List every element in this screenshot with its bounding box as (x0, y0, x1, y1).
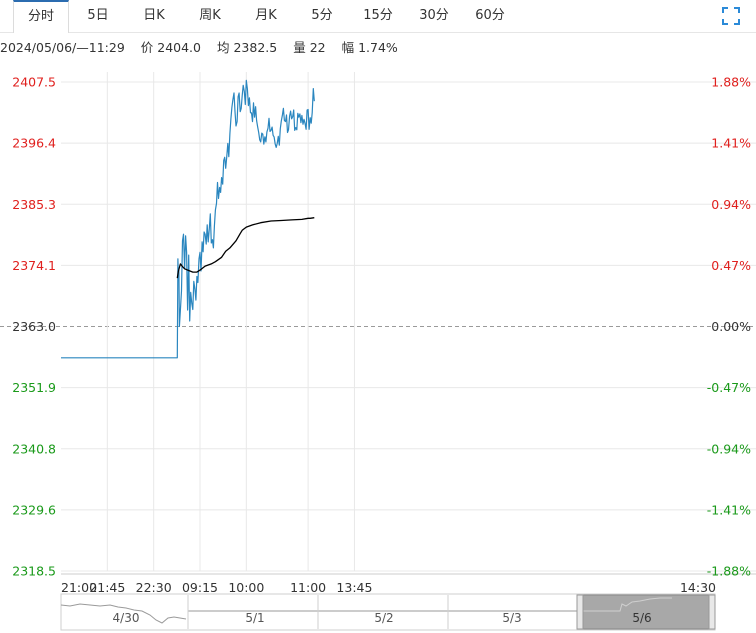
price-axis: 2407.5 2396.4 2385.3 2374.1 2363.0 2351.9 2340… (12, 75, 56, 579)
price-line (61, 79, 315, 359)
period-tabs: 分时 5日 日K 周K 月K 5分 15分 30分 60分 (0, 0, 756, 33)
navigator-handle-right (708, 594, 716, 630)
price-tick-label: 2407.5 (12, 75, 56, 90)
tab-60min[interactable]: 60分 (475, 8, 505, 23)
percent-tick-label: -1.41% (707, 502, 751, 517)
navigator-selection-line (583, 597, 672, 612)
info-change-label: 幅 (341, 40, 355, 55)
percent-tick-label: 1.88% (711, 75, 751, 90)
price-tick-label: 2351.9 (12, 380, 56, 395)
info-price-label: 价 (140, 40, 154, 55)
price-tick-label: 2374.1 (12, 258, 56, 273)
tab-30min[interactable]: 30分 (419, 8, 449, 23)
navigator-date-0: 4/30 (113, 611, 140, 625)
percent-tick-label: 0.47% (711, 258, 751, 273)
tab-intraday[interactable]: 分时 (13, 0, 69, 33)
price-tick-label: 2363.0 (12, 319, 56, 334)
navigator-handle-left (576, 594, 584, 630)
percent-tick-label: -1.88% (707, 564, 751, 579)
chart-series (61, 79, 315, 359)
price-tick-label: 2340.8 (12, 441, 56, 456)
average-price-line (176, 217, 315, 279)
navigator-date-2: 5/2 (374, 611, 393, 625)
price-tick-label: 2396.4 (12, 136, 56, 151)
percent-axis: 1.88% 1.41% 0.94% 0.47% 0.00% -0.47% -0.94% -1.… (707, 75, 751, 579)
chart-grid (0, 72, 756, 575)
percent-tick-label: -0.47% (707, 380, 751, 395)
range-navigator[interactable]: 4/30 5/1 5/2 5/3 5/6 (0, 593, 756, 633)
tab-5min[interactable]: 5分 (311, 8, 333, 23)
price-tick-label: 2318.5 (12, 564, 56, 579)
navigator-date-4: 5/6 (632, 611, 651, 625)
info-avg: 2382.5 (233, 40, 278, 55)
navigator-date-1: 5/1 (245, 611, 264, 625)
info-avg-label: 均 (216, 40, 230, 55)
tab-15min[interactable]: 15分 (363, 8, 393, 23)
tab-daily-k[interactable]: 日K (143, 8, 165, 23)
percent-tick-label: 1.41% (711, 136, 751, 151)
info-price: 2404.0 (157, 40, 201, 55)
percent-tick-label: -0.94% (707, 441, 751, 456)
info-change: 1.74% (358, 40, 398, 55)
navigator-history-line (60, 603, 187, 624)
percent-tick-label: 0.00% (711, 319, 751, 334)
tab-weekly-k[interactable]: 周K (199, 8, 221, 23)
info-volume-label: 量 (293, 40, 306, 55)
tab-monthly-k[interactable]: 月K (255, 8, 277, 23)
info-volume: 22 (309, 40, 326, 55)
price-tick-label: 2329.6 (12, 502, 56, 517)
quote-info-bar: 2024/05/06/—11:29 价 2404.0 均 2382.5 量 22… (0, 36, 398, 60)
navigator-date-3: 5/3 (502, 611, 521, 625)
fullscreen-icon[interactable] (722, 7, 740, 25)
price-tick-label: 2385.3 (12, 197, 56, 212)
info-datetime: 2024/05/06/—11:29 (0, 40, 125, 55)
percent-tick-label: 0.94% (711, 197, 751, 212)
tab-5day[interactable]: 5日 (87, 8, 109, 23)
